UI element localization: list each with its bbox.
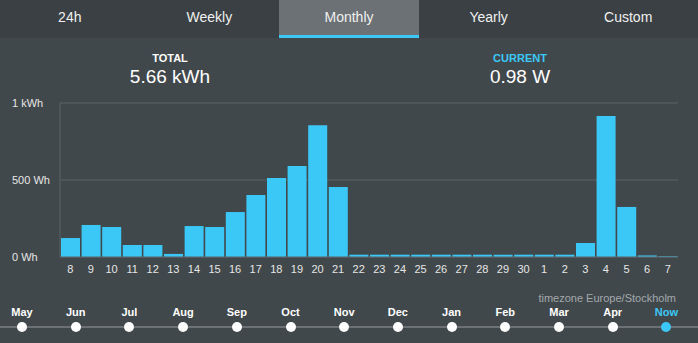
html-text:Monthly: Monthly [324,9,374,25]
svg-text:10: 10 [105,263,117,275]
html-text:Jan: Jan [442,306,462,318]
svg-text:27: 27 [456,263,468,275]
html-text:Nov: Nov [333,306,355,318]
svg-text:4: 4 [603,263,609,275]
svg-text:2: 2 [562,263,568,275]
svg-text:12: 12 [147,263,159,275]
html-text:Yearly: Yearly [469,9,508,25]
svg-text:21: 21 [332,263,344,275]
svg-text:16: 16 [229,263,241,275]
html-text:Apr: Apr [603,306,623,318]
svg-text:30: 30 [517,263,529,275]
svg-text:14: 14 [188,263,200,275]
svg-text:8: 8 [67,263,73,275]
svg-text:500 Wh: 500 Wh [12,174,50,186]
html-text:Jul: Jul [121,306,138,318]
html-text:Now: Now [654,306,678,318]
svg-text:25: 25 [414,263,426,275]
html-text:Jun: Jun [65,306,86,318]
svg-text:18: 18 [270,263,282,275]
html-text:Sep: Sep [226,306,247,318]
svg-text:23: 23 [373,263,385,275]
svg-text:29: 29 [497,263,509,275]
svg-text:1: 1 [541,263,547,275]
html-text:0.98 W: 0.98 W [489,66,551,87]
html-text:5.66 kWh: 5.66 kWh [129,66,211,87]
svg-text:19: 19 [291,263,303,275]
svg-text:17: 17 [250,263,262,275]
svg-text:22: 22 [353,263,365,275]
svg-text:11: 11 [126,263,137,275]
svg-text:0 Wh: 0 Wh [12,251,38,263]
svg-text:20: 20 [311,263,323,275]
svg-text:5: 5 [623,263,629,275]
svg-text:7: 7 [665,263,671,275]
html-text:Mar: Mar [549,306,569,318]
svg-text:6: 6 [644,263,650,275]
html-text:timezone Europe/Stockholm: timezone Europe/Stockholm [538,292,676,304]
html-text:Custom: Custom [604,9,653,25]
html-text:CURRENT: CURRENT [493,52,547,64]
svg-text:26: 26 [435,263,447,275]
svg-text:9: 9 [88,263,94,275]
html-text:Oct: Oct [281,306,300,318]
svg-text:15: 15 [208,263,220,275]
html-text:TOTAL: TOTAL [152,52,188,64]
html-text:Dec: Dec [387,306,408,318]
html-text:Weekly: Weekly [186,9,233,25]
html-text:24h: 24h [58,9,82,25]
svg-text:1 kWh: 1 kWh [12,97,43,109]
svg-text:3: 3 [582,263,588,275]
html-text:Feb: Feb [495,306,516,318]
svg-text:13: 13 [167,263,179,275]
html-text:May: May [11,306,33,318]
svg-text:24: 24 [394,263,406,275]
svg-text:28: 28 [476,263,488,275]
html-text:Aug: Aug [172,306,194,318]
